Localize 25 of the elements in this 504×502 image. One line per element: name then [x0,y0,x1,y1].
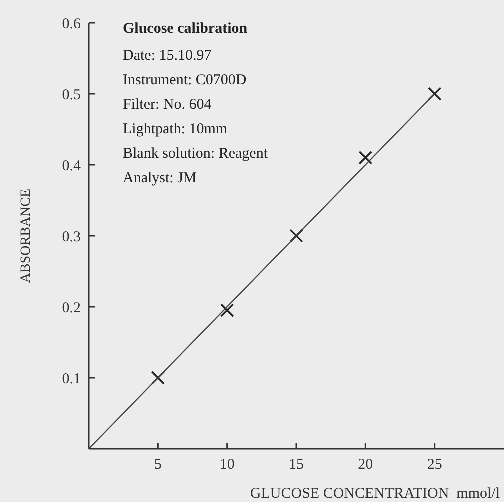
point [358,151,373,165]
annotation: Analyst: JM [123,170,197,186]
annotation: Lightpath: 10mm [123,122,228,138]
y-tick-label: 0.1 [62,371,81,388]
annotation: Date: 15.10.97 [123,48,212,64]
y-tick-label: 0.3 [62,229,81,246]
point [151,371,166,385]
y-tick-label: 0.5 [62,87,81,104]
annotation: Filter: No. 604 [123,97,212,113]
point [290,229,304,243]
x-tick-label: 10 [220,457,235,473]
x-tick-label: 25 [427,457,442,473]
x-tick-label: 20 [358,457,374,473]
y-axis-title: ABSORBANCE [19,188,34,284]
x-axis-title: GLUCOSE CONCENTRATION mmol/l [250,486,500,502]
annotation: Instrument: C0700D [123,72,247,88]
y-tick-label: 0.2 [62,300,81,316]
annotation: Blank solution: Reagent [123,146,269,162]
point [428,87,442,101]
point [220,304,234,318]
y-tick-label: 0.4 [62,158,82,174]
y-tick-label: 0.6 [62,16,82,32]
chart-title: Glucose calibration [123,21,248,37]
x-tick-label: 5 [154,457,162,473]
x-tick-label: 15 [289,457,304,473]
